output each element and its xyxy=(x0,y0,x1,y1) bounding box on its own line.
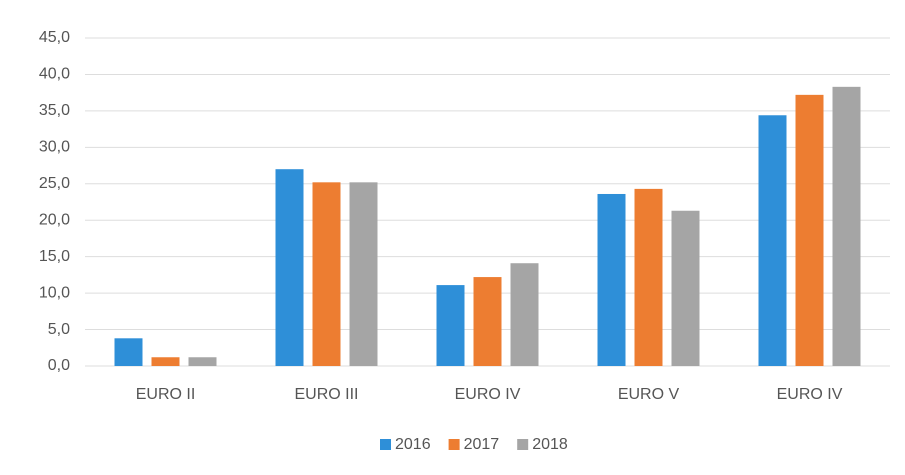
legend-swatch xyxy=(517,439,529,450)
bar xyxy=(510,263,539,366)
y-tick-label: 20,0 xyxy=(39,211,70,228)
bar xyxy=(275,169,304,366)
bar xyxy=(832,86,861,366)
bar xyxy=(349,182,378,366)
bar xyxy=(671,210,700,366)
y-tick-label: 10,0 xyxy=(39,284,70,301)
y-tick-label: 40,0 xyxy=(39,66,70,83)
y-tick-label: 25,0 xyxy=(39,175,70,192)
bar xyxy=(597,193,626,366)
legend-label: 2017 xyxy=(464,436,500,453)
bar xyxy=(114,338,143,366)
y-tick-label: 45,0 xyxy=(39,29,70,46)
y-tick-label: 15,0 xyxy=(39,248,70,265)
bar xyxy=(436,285,465,366)
legend-swatch xyxy=(448,439,460,450)
bar xyxy=(634,188,663,366)
bar xyxy=(312,182,341,366)
y-tick-label: 35,0 xyxy=(39,102,70,119)
x-tick-label: EURO II xyxy=(136,386,196,403)
x-tick-label: EURO V xyxy=(618,386,680,403)
y-tick-label: 30,0 xyxy=(39,139,70,156)
legend-swatch xyxy=(380,439,391,450)
y-tick-label: 0,0 xyxy=(48,357,70,374)
bar xyxy=(795,94,824,366)
x-tick-label: EURO IV xyxy=(455,386,521,403)
bar xyxy=(188,357,217,366)
x-tick-label: EURO III xyxy=(294,386,358,403)
y-tick-label: 5,0 xyxy=(48,321,70,338)
bar xyxy=(473,277,502,366)
x-tick-label: EURO IV xyxy=(777,386,843,403)
legend-label: 2016 xyxy=(395,436,431,453)
bar xyxy=(151,357,180,366)
legend-label: 2018 xyxy=(532,436,568,453)
bar xyxy=(758,115,787,366)
